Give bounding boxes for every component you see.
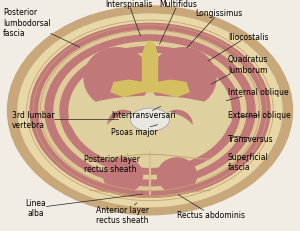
Ellipse shape [54,43,246,179]
Polygon shape [111,81,142,97]
Ellipse shape [150,49,216,109]
Text: Anterior layer
rectus sheath: Anterior layer rectus sheath [96,203,149,225]
Ellipse shape [130,109,170,132]
Text: Quadratus
lumborum: Quadratus lumborum [211,55,268,85]
Text: Rectus abdominis: Rectus abdominis [177,195,245,219]
Ellipse shape [69,97,231,143]
Text: Iliocostalis: Iliocostalis [208,33,268,62]
Ellipse shape [162,111,192,139]
Text: Internal oblique: Internal oblique [226,88,289,101]
Ellipse shape [103,158,142,193]
Text: External oblique: External oblique [228,111,291,120]
Ellipse shape [84,49,150,109]
Ellipse shape [69,54,231,167]
Ellipse shape [18,15,282,207]
Text: Linea
alba: Linea alba [26,194,142,218]
Text: Transversus: Transversus [228,134,274,143]
Text: Posterior
lumbodorsal
fascia: Posterior lumbodorsal fascia [3,8,80,48]
Text: Superficial
fascia: Superficial fascia [228,152,269,171]
Polygon shape [142,42,158,92]
Ellipse shape [158,158,196,193]
Ellipse shape [30,24,270,198]
Text: 3rd lumbar
vertebra: 3rd lumbar vertebra [12,110,119,130]
Text: Intertransversari: Intertransversari [111,107,176,120]
Polygon shape [158,81,189,97]
Text: Interspinalis: Interspinalis [105,0,152,37]
Ellipse shape [108,111,138,139]
Text: Longissimus: Longissimus [187,9,242,49]
Ellipse shape [39,31,261,191]
Text: Multifidus: Multifidus [159,0,197,45]
Ellipse shape [105,111,195,157]
Text: Psoas major: Psoas major [111,125,158,136]
Text: Posterior layer
rectus sheath: Posterior layer rectus sheath [84,154,140,174]
Ellipse shape [60,47,240,174]
Ellipse shape [45,36,255,186]
Ellipse shape [8,7,292,215]
